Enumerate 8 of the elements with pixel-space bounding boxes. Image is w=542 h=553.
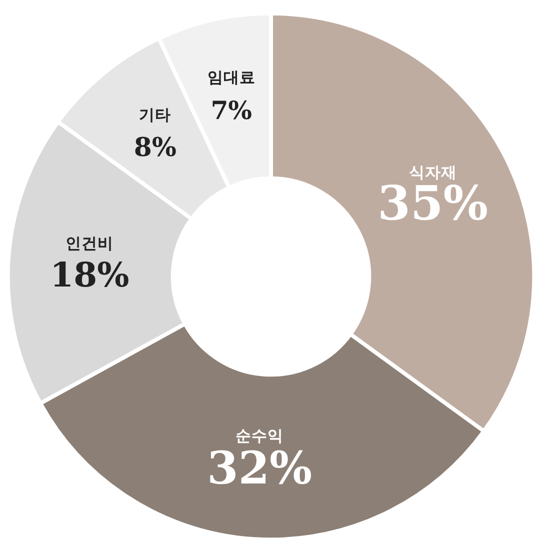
slice-label: 식자재 — [408, 162, 457, 182]
slice-label: 순수익 — [236, 426, 284, 446]
data-label: 8% — [134, 133, 177, 164]
data-label: 18% — [50, 254, 130, 295]
data-label: 7% — [210, 94, 252, 125]
slice-label: 임대료 — [207, 68, 256, 87]
slice-label: 기타 — [139, 104, 172, 124]
slice-label: 인건비 — [66, 233, 114, 252]
